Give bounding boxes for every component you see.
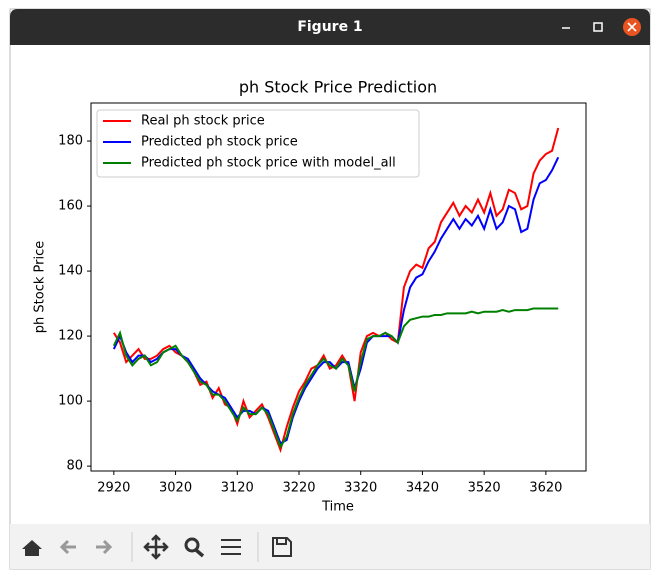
y-tick-label: 80 — [66, 459, 83, 474]
home-button[interactable] — [22, 540, 42, 556]
close-x — [627, 22, 637, 32]
close-button[interactable] — [623, 18, 641, 36]
x-tick-label: 3420 — [406, 481, 439, 496]
x-tick-label: 3620 — [529, 481, 562, 496]
title-bar — [10, 9, 650, 45]
legend-label: Predicted ph stock price — [141, 135, 298, 150]
x-tick-label: 3020 — [159, 481, 192, 496]
window-title: Figure 1 — [297, 19, 362, 35]
series-line — [112, 307, 559, 449]
y-tick-label: 140 — [58, 264, 83, 279]
y-tick-label: 180 — [58, 134, 83, 149]
legend-label: Predicted ph stock price with model_all — [141, 156, 396, 171]
configure-button[interactable] — [221, 539, 241, 555]
x-tick-label: 3120 — [221, 481, 254, 496]
x-tick-label: 3320 — [344, 481, 377, 496]
plot-frame — [90, 102, 587, 472]
x-tick-label: 2920 — [97, 481, 130, 496]
y-axis-label: ph Stock Price — [33, 241, 48, 333]
zoom-lens — [184, 537, 200, 553]
y-tick-label: 100 — [58, 394, 83, 409]
zoom-button[interactable] — [184, 537, 205, 558]
maximize-button[interactable] — [593, 22, 603, 32]
x-tick-label: 3220 — [282, 481, 315, 496]
y-tick-label: 120 — [58, 329, 83, 344]
y-tick-label: 160 — [58, 199, 83, 214]
pan-button[interactable] — [143, 534, 169, 560]
window-frame — [9, 8, 651, 570]
back-button[interactable] — [59, 539, 76, 555]
zoom-handle — [194, 548, 205, 558]
toolbar-icons — [22, 532, 292, 562]
forward-button[interactable] — [96, 539, 113, 555]
chart-title: ph Stock Price Prediction — [239, 78, 437, 97]
toolbar — [10, 524, 650, 569]
x-tick-label: 3520 — [468, 481, 501, 496]
save-button[interactable] — [272, 537, 292, 557]
x-axis-label: Time — [321, 500, 354, 515]
legend-box — [96, 109, 420, 178]
legend-label: Real ph stock price — [141, 114, 265, 129]
